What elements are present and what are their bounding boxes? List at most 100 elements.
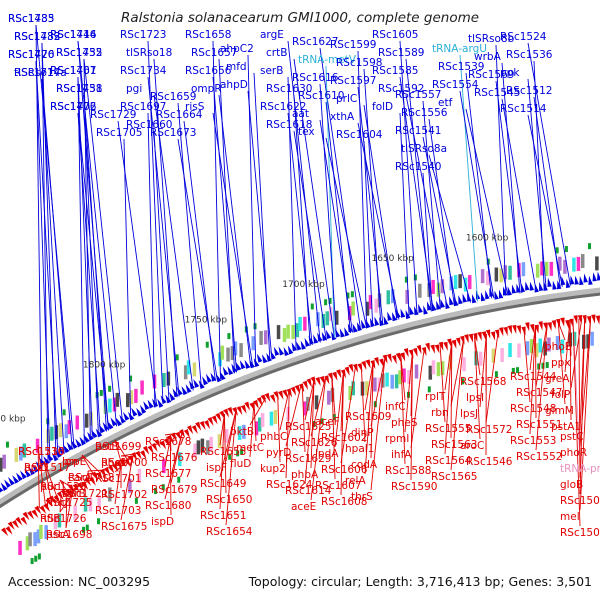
forward-feature <box>565 278 571 288</box>
gc-mark <box>324 299 328 306</box>
top-gene-label: tRNA-metV <box>298 54 357 66</box>
forward-feature <box>579 275 584 286</box>
gc-mark <box>85 524 89 531</box>
forward-feature <box>12 475 20 484</box>
bottom-connector <box>120 452 139 457</box>
bottom-gene-label: RSc1551 <box>516 419 562 431</box>
bottom-connector <box>410 347 425 449</box>
bottom-gene-label: RSc1703 <box>95 505 141 517</box>
bottom-connector <box>65 491 68 529</box>
forward-feature <box>570 275 575 285</box>
top-gene-label: RSc1673 <box>150 127 196 139</box>
forward-feature <box>66 441 74 451</box>
function-track <box>390 289 395 304</box>
reverse-feature <box>595 315 600 325</box>
bottom-gene-label: RSc1677 <box>145 468 191 480</box>
reverse-feature <box>7 521 15 530</box>
function-track <box>508 265 512 280</box>
reverse-feature <box>512 324 517 335</box>
forward-feature <box>313 334 319 344</box>
forward-feature <box>339 328 345 338</box>
bottom-connector <box>474 336 481 440</box>
function-track <box>586 334 590 349</box>
forward-feature <box>278 346 285 356</box>
top-gene-label: RSc1729 <box>90 109 136 121</box>
top-gene-label: RSc1732 <box>56 47 102 59</box>
top-gene-label: RSc1461 <box>50 65 96 77</box>
reverse-feature <box>124 458 131 468</box>
function-track <box>572 331 577 346</box>
bottom-gene-label: pstC <box>560 431 584 443</box>
bottom-connector <box>572 319 581 527</box>
forward-feature <box>0 487 4 493</box>
forward-feature <box>147 399 154 409</box>
top-gene-label: folD <box>372 101 393 113</box>
reverse-feature <box>434 344 440 354</box>
top-gene-label: RSc1705 <box>96 127 142 139</box>
function-track <box>97 495 101 510</box>
function-track <box>529 339 534 354</box>
function-track <box>467 275 472 290</box>
reverse-feature <box>99 468 107 478</box>
function-track <box>269 411 274 426</box>
function-track <box>196 440 201 455</box>
top-connector <box>287 112 313 346</box>
reverse-feature <box>403 348 409 358</box>
reverse-feature <box>142 445 150 455</box>
gc-mark <box>461 378 465 385</box>
forward-feature <box>283 346 290 357</box>
forward-feature <box>592 272 597 282</box>
forward-feature <box>480 292 486 302</box>
bottom-connector <box>277 393 281 463</box>
function-track <box>453 275 458 290</box>
top-gene-label: ompR <box>191 83 222 95</box>
bottom-gene-label: rrmJ <box>46 497 68 509</box>
top-gene-label: RSc1557 <box>395 89 441 101</box>
bottom-connector <box>219 413 225 446</box>
function-track <box>560 339 565 354</box>
bottom-gene-label: pheS <box>391 417 418 429</box>
bottom-connector <box>444 341 453 391</box>
function-track <box>386 290 391 305</box>
gc-mark <box>236 450 240 457</box>
function-track <box>494 267 499 282</box>
reverse-feature <box>96 471 104 481</box>
top-gene-label: RSc1545 <box>474 87 520 99</box>
gc-mark <box>346 292 350 299</box>
reverse-feature <box>186 425 194 435</box>
forward-feature <box>222 366 229 376</box>
top-gene-label: RSc1656 <box>185 65 232 77</box>
top-gene-label: RSc1482 <box>14 31 60 43</box>
function-track <box>540 261 544 276</box>
forward-feature <box>507 286 512 296</box>
top-connector <box>147 76 180 397</box>
gc-mark <box>129 375 133 382</box>
reverse-feature <box>485 329 491 339</box>
reverse-feature <box>498 327 504 337</box>
function-track <box>544 261 549 276</box>
bottom-gene-label: RSc1546 <box>466 456 513 468</box>
reverse-feature <box>11 519 19 529</box>
reverse-feature <box>361 360 367 371</box>
function-track <box>365 381 369 396</box>
bottom-connector <box>279 388 290 431</box>
function-track <box>580 254 585 269</box>
function-track <box>254 421 259 436</box>
forward-feature <box>552 280 557 290</box>
bottom-gene-label: RSc1676 <box>151 452 198 464</box>
reverse-feature <box>22 511 30 521</box>
function-track <box>140 380 144 395</box>
accession-text: Accession: NC_003295 <box>8 574 150 589</box>
bottom-connector <box>340 366 356 464</box>
forward-feature <box>107 420 114 430</box>
function-track <box>115 392 120 407</box>
bottom-gene-label: pstA1 <box>551 421 581 433</box>
forward-feature <box>529 281 535 291</box>
function-track <box>480 269 485 284</box>
bottom-gene-label: phbA <box>291 469 319 481</box>
bottom-gene-label: RSc1607 <box>315 480 361 492</box>
forward-feature <box>383 315 389 326</box>
bottom-connector <box>400 354 406 465</box>
reverse-feature <box>77 482 84 492</box>
function-track <box>14 447 19 462</box>
